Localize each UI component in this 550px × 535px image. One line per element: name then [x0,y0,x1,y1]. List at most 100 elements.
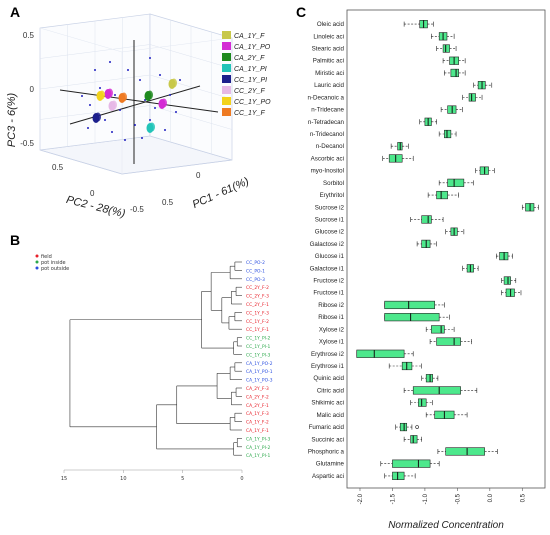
dendro-leaf-label: CC_1Y_PI-3 [246,352,271,358]
loading-dot [149,119,151,121]
loading-dot [114,94,116,96]
dendro-legend-label: pot outside [41,266,69,272]
boxplot-x-axis-title: Normalized Concentration [388,520,504,531]
boxplot-row-label: myo-Inositol [311,168,344,175]
boxplot-row-label: Phosphoric a [308,448,345,455]
group-marker [147,90,153,100]
dendro-leaf-label: CA_1Y_PI-2 [246,445,270,451]
pca-axis-pc2 [59,89,219,113]
dendro-leaf-label: CC_1Y_F-3 [246,310,269,316]
panel-label-c: C [296,4,307,20]
boxplot-row-label: Sucrose i2 [315,204,345,211]
box [421,215,432,224]
legend-label: CC_1Y_F [234,110,265,117]
dendro-legend-label: field [41,254,52,260]
loading-dot [164,129,166,131]
dendro-leaf-label: CC_1Y_PI-2 [246,336,271,342]
panel-label-b: B [10,232,21,248]
dendro-leaf-label: CC_2Y_F-3 [246,294,269,300]
boxplot-row-label: Xylose i2 [319,326,345,333]
boxplot-row-label: Erythrose i1 [311,363,345,370]
pc3-tick: 0 [30,85,35,94]
pc1-tick: 0 [196,171,201,180]
dendro-leaf-label: CA_1Y_F-3 [246,411,269,417]
pc2-tick: -0.5 [130,205,144,214]
pca-axis-pc1 [69,85,201,125]
loading-dot [89,104,91,106]
box [436,190,448,200]
dendro-legend-dot [35,266,39,270]
boxplot-row-label: Fructose i2 [313,278,344,285]
x-tick-label: -0.5 [455,493,461,504]
boxplot-row-label: Ribose i1 [318,314,344,321]
box [450,68,459,78]
dendro-x-tick-label: 10 [120,476,126,482]
legend-label: CA_2Y_F [234,55,265,62]
loading-dot [154,107,156,109]
boxplot-row-label: n-Tetradecan [308,119,345,126]
loading-dot [149,57,151,59]
boxplot-row-label: Shikimic aci [311,400,344,407]
box [384,313,440,322]
boxplot-row-label: Aspartic aci [312,473,344,480]
x-tick-label: 0.0 [488,493,494,502]
panel-label-a: A [10,4,21,20]
group-marker [121,92,127,102]
boxplot-row-label: Linoleic aci [313,33,344,40]
boxplot-row-label: Quinic acid [313,375,344,382]
dendro-leaf-label: CC_1Y_F-2 [246,319,269,325]
box [444,129,452,139]
dendro-legend-label: pot inside [41,260,66,266]
box [436,337,461,346]
dendro-leaf-label: CA_1Y_PO-3 [246,378,273,384]
dendro-leaf-label: CA_2Y_F-3 [246,386,269,392]
boxplot-row-label: Miristic aci [315,70,344,77]
dendro-leaf-label: CA_1Y_PI-1 [246,453,270,459]
loading-dot [111,131,113,133]
pc3-tick: -0.5 [20,139,34,148]
boxplot-row-label: Glucose i2 [315,229,345,236]
dendro-leaf-label: CC_1Y_F-1 [246,327,269,333]
dendro-leaf-label: CA_2Y_F-2 [246,394,269,400]
x-tick-label: -1.0 [423,493,429,504]
boxplot-row-label: Glutamine [316,461,345,468]
group-marker [161,98,167,108]
outlier-point [415,425,419,429]
boxplot-row-label: n-Decanol [316,143,344,150]
legend-swatch [222,64,231,72]
pc3-tick: 0.5 [23,31,35,40]
box [425,374,433,383]
loading-dot [104,119,106,121]
loading-dot [139,79,141,81]
legend-label: CA_1Y_PO [234,44,271,51]
dendro-leaf-label: CA_1Y_PO-1 [246,369,273,375]
boxplot-row-label: Sucrose i1 [315,216,345,223]
dendro-legend-dot [35,254,39,258]
group-marker [111,100,117,110]
loading-dot [127,69,129,71]
loading-dot [179,79,181,81]
boxplot-row-label: Ribose i2 [318,302,344,309]
box [503,276,511,285]
loading-dot [134,124,136,126]
box [447,178,465,187]
box [392,471,405,480]
boxplot-row-label: Oleic acid [317,21,345,28]
legend-label: CC_1Y_PO [234,99,271,106]
boxplot-row-label: Stearic acid [312,46,345,53]
x-tick-label: -2.0 [358,493,364,504]
boxplot-row-label: Galactose i2 [310,241,345,248]
loading-dot [124,139,126,141]
boxplot-row-label: Xylose i1 [319,339,345,346]
boxplot-row-label: Succinic aci [311,436,344,443]
x-tick-label: -1.5 [390,493,396,504]
pca-edge [39,149,123,175]
legend-swatch [222,75,231,83]
pca-grid-line [149,105,233,130]
dendro-leaf-label: CC_PO-2 [246,260,265,266]
group-marker [99,90,105,100]
loading-dot [99,87,101,89]
